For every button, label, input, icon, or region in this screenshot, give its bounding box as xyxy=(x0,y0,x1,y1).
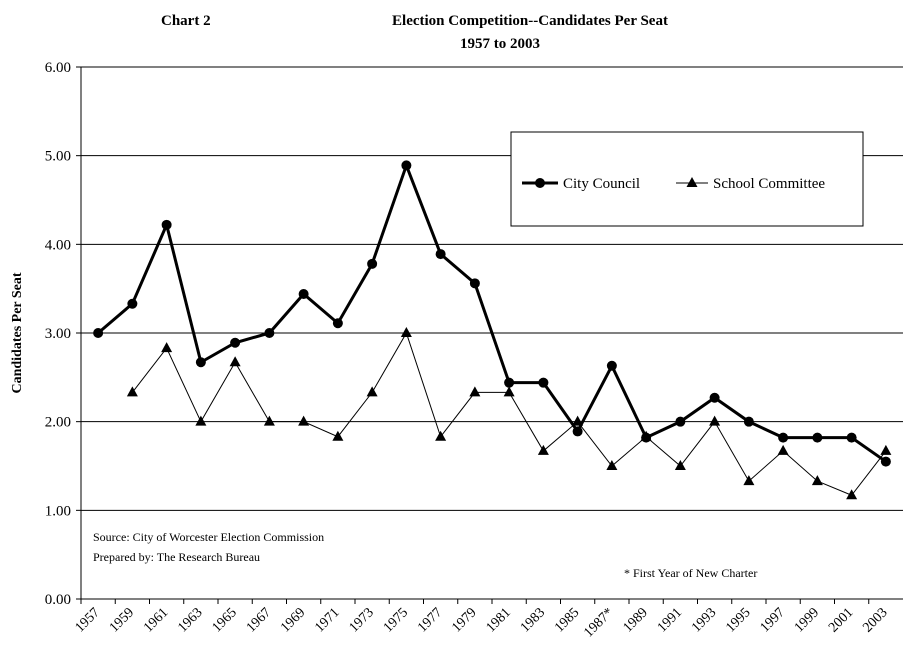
legend: City Council School Committee xyxy=(510,131,864,227)
data-point xyxy=(264,328,275,338)
x-tick-label: 1987* xyxy=(581,605,616,640)
x-tick-label: 1967 xyxy=(244,605,274,635)
data-point xyxy=(195,415,207,426)
x-tick-label: 1973 xyxy=(347,605,377,635)
x-tick-label: 1963 xyxy=(175,605,205,635)
x-tick-label: 1983 xyxy=(518,605,548,635)
data-point xyxy=(161,219,172,230)
y-tick-label: 0.00 xyxy=(45,592,71,608)
data-point xyxy=(504,377,515,388)
data-point xyxy=(332,318,343,329)
series-0 xyxy=(93,160,891,467)
chart-subtitle: 1957 to 2003 xyxy=(460,36,540,52)
data-point xyxy=(469,386,481,397)
x-tick-label: 1991 xyxy=(655,605,685,635)
legend-marker-school-committee xyxy=(686,177,698,187)
data-point xyxy=(469,278,480,289)
x-tick-label: 1977 xyxy=(415,605,445,635)
data-point xyxy=(812,432,823,443)
x-tick-label: 1993 xyxy=(689,605,719,635)
legend-label-city-council: City Council xyxy=(563,176,640,192)
data-point xyxy=(606,460,618,470)
data-point xyxy=(880,444,892,455)
data-point xyxy=(230,337,241,348)
x-tick-label: 1959 xyxy=(107,605,137,635)
x-tick-labels: 1957 1959 1961 1963 1965 1967 1969 1971 1973 1975… xyxy=(73,599,891,641)
source-note: Source: City of Worcester Election Commi… xyxy=(93,530,324,544)
data-point xyxy=(161,342,173,353)
data-point xyxy=(743,475,755,486)
y-tick-labels: 0.00 1.00 2.00 3.00 4.00 5.00 6.00 xyxy=(45,60,71,608)
data-point xyxy=(195,357,206,368)
y-tick-label: 4.00 xyxy=(45,237,71,253)
data-point xyxy=(674,460,686,470)
x-tick-label: 1975 xyxy=(381,605,411,635)
y-tick-label: 1.00 xyxy=(45,503,71,519)
y-tick-label: 3.00 xyxy=(45,326,71,342)
data-point xyxy=(537,444,549,455)
data-point xyxy=(126,386,138,397)
data-point xyxy=(640,430,652,441)
y-tick-label: 6.00 xyxy=(45,60,71,76)
data-point xyxy=(503,386,515,397)
legend-label-school-committee: School Committee xyxy=(713,176,825,192)
data-point xyxy=(263,415,275,426)
x-tick-label: 1969 xyxy=(278,605,308,635)
data-point xyxy=(401,160,412,171)
y-tick-label: 5.00 xyxy=(45,149,71,165)
x-tick-label: 1971 xyxy=(312,605,342,635)
y-tick-label: 2.00 xyxy=(45,415,71,431)
data-point xyxy=(366,386,378,397)
data-point xyxy=(367,258,378,269)
x-tick-label: 1979 xyxy=(449,605,479,635)
series-line xyxy=(131,331,887,496)
x-tick-label: 2001 xyxy=(826,605,856,635)
data-point xyxy=(880,456,891,467)
series xyxy=(93,160,892,500)
legend-marker-city-council xyxy=(535,178,545,188)
data-point xyxy=(400,327,412,337)
x-tick-label: 1985 xyxy=(552,605,582,635)
data-point xyxy=(846,432,857,443)
data-point xyxy=(811,475,823,486)
legend-box xyxy=(510,131,864,227)
data-point xyxy=(709,392,720,403)
y-axis-label: Candidates Per Seat xyxy=(10,272,25,393)
x-tick-label: 1999 xyxy=(792,605,822,635)
x-tick-label: 1961 xyxy=(141,605,171,635)
series-line xyxy=(97,161,887,463)
data-point xyxy=(332,430,344,441)
data-point xyxy=(777,444,789,455)
data-point xyxy=(743,416,754,427)
chart-label: Chart 2 xyxy=(161,13,211,29)
x-tick-label: 1981 xyxy=(484,605,514,635)
data-point xyxy=(435,430,447,441)
data-point xyxy=(846,489,858,500)
data-point xyxy=(298,288,309,299)
chart-title: Election Competition--Candidates Per Sea… xyxy=(392,13,668,29)
data-point xyxy=(606,360,617,371)
data-point xyxy=(435,249,446,260)
prepared-by-note: Prepared by: The Research Bureau xyxy=(93,550,260,564)
data-point xyxy=(572,415,584,426)
x-tick-label: 1965 xyxy=(210,605,240,635)
x-tick-label: 1997 xyxy=(758,605,788,635)
series-1 xyxy=(126,327,892,500)
data-point xyxy=(127,298,138,309)
footnote: * First Year of New Charter xyxy=(624,566,757,580)
x-tick-label: 2003 xyxy=(860,605,890,635)
data-point xyxy=(675,416,686,427)
x-tick-label: 1957 xyxy=(73,605,103,635)
x-tick-label: 1989 xyxy=(621,605,651,635)
data-point xyxy=(229,356,241,367)
data-point xyxy=(572,426,583,437)
data-point xyxy=(538,377,549,388)
data-point xyxy=(778,432,789,443)
x-tick-label: 1995 xyxy=(723,605,753,635)
data-point xyxy=(93,328,104,338)
data-point xyxy=(298,415,310,426)
data-point xyxy=(709,415,721,426)
